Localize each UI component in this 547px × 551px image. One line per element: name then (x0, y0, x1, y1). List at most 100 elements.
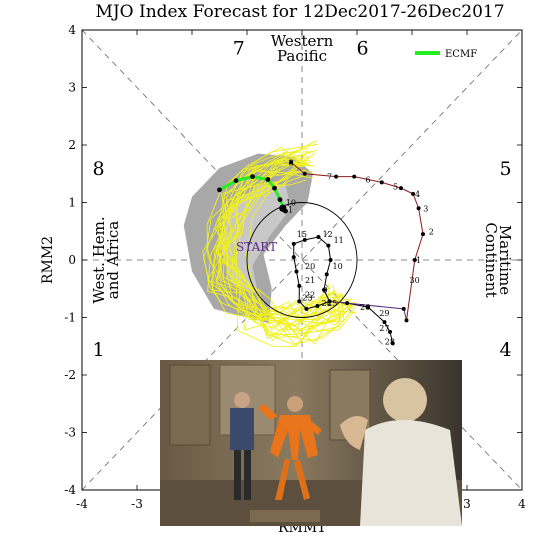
region-label-right-2: Continent (482, 222, 500, 297)
ecmf-forecast-series (217, 174, 288, 214)
track-point (412, 258, 417, 262)
ensemble-member-line (222, 163, 329, 317)
track-point (388, 329, 392, 334)
track-day-label: 9 (323, 286, 328, 295)
track-point (291, 241, 296, 246)
track-point (382, 320, 387, 325)
track-day-label: 20 (305, 262, 315, 271)
region-label-top-1: Western (271, 32, 334, 50)
region-label-top-2: Pacific (277, 47, 327, 65)
legend-label-ecmf: ECMF (445, 49, 477, 60)
ecmf-point (265, 177, 271, 182)
phase-number: 1 (92, 339, 104, 361)
phase-number: 4 (499, 339, 511, 361)
ensemble-member-line (220, 179, 344, 315)
track-day-label: 6 (366, 176, 371, 185)
ecmf-point (217, 187, 222, 193)
track-day-label: 10 (333, 262, 343, 271)
chart-title: MJO Index Forecast for 12Dec2017-26Dec20… (95, 2, 504, 22)
track-point (291, 255, 296, 260)
amplitude-one-circle (246, 202, 358, 318)
track-day-label: 24 (322, 299, 332, 308)
track-day-label: 22 (305, 291, 315, 300)
track-day-label: 5 (393, 182, 398, 191)
track-point (322, 287, 326, 292)
y-tick-label: -4 (64, 483, 76, 497)
track-point (289, 160, 293, 165)
region-label-right-1: Maritime (496, 225, 514, 295)
y-tick-label: 2 (68, 138, 76, 152)
track-day-label: 30 (410, 276, 420, 285)
y-tick-label: 3 (68, 81, 76, 95)
track-day-label: 21 (305, 276, 315, 285)
track-point (316, 235, 321, 239)
track-point (416, 206, 421, 211)
y-tick-label: -1 (64, 311, 76, 325)
track-point (345, 301, 350, 306)
ecmf-point (250, 174, 255, 180)
phase-number: 5 (499, 158, 511, 180)
track-point (328, 258, 333, 262)
track-day-label: 11 (283, 205, 293, 214)
track-day-label: 8 (289, 158, 294, 167)
track-point (304, 306, 309, 311)
track-day-label: 12 (323, 230, 333, 239)
ecmf-point (277, 197, 283, 203)
phase-number: 8 (92, 158, 104, 180)
track-point (327, 299, 332, 304)
y-axis-label: RMM2 (40, 236, 56, 284)
track-point (411, 191, 416, 196)
track-day-label: 11 (334, 236, 344, 245)
track-day-label: 23 (302, 293, 312, 302)
track-day-label: 7 (327, 173, 332, 182)
track-point (379, 180, 384, 185)
ensemble-member-line (202, 153, 344, 324)
phase-number: 7 (233, 37, 245, 59)
y-tick-label: -2 (64, 368, 76, 382)
track-point (399, 186, 403, 191)
ensemble-member-line (206, 146, 355, 336)
y-tick-label: -3 (64, 426, 76, 440)
track-day-label: 26 (360, 303, 370, 312)
phase-number: 6 (356, 37, 368, 59)
track-day-label: 3 (423, 204, 428, 213)
track-point (390, 341, 395, 346)
track-point (315, 304, 320, 308)
track-day-label: 25 (327, 299, 337, 308)
ensemble-member-line (219, 160, 348, 318)
ecmf-point (272, 185, 277, 191)
movie-still-photo (160, 360, 462, 526)
track-point (297, 299, 302, 304)
region-label-left-1: West. Hem. (90, 216, 108, 303)
track-point (421, 232, 425, 237)
x-tick-label: -4 (76, 497, 88, 511)
track-point (324, 272, 329, 277)
ensemble-member-line (206, 158, 357, 345)
track-day-label: 4 (415, 190, 420, 199)
x-tick-label: 3 (463, 497, 471, 511)
track-day-label: 1 (416, 256, 421, 265)
ensemble-member-line (219, 156, 356, 340)
ecmf-point (233, 178, 239, 184)
track-point (297, 283, 302, 288)
track-point (302, 171, 307, 176)
region-label-left-2: and Africa (104, 221, 122, 299)
track-segment (293, 239, 394, 344)
ensemble-member-line (218, 151, 352, 331)
ensemble-member-line (224, 161, 336, 311)
start-label: START (236, 240, 277, 254)
track-day-label: 2 (429, 227, 434, 236)
ensemble-member-line (207, 143, 357, 348)
y-tick-label: 0 (68, 253, 76, 267)
y-tick-label: 1 (68, 196, 76, 210)
movie-still-icon (160, 360, 462, 526)
x-tick-label: 4 (518, 497, 526, 511)
ensemble-member-line (216, 159, 351, 334)
track-point (326, 243, 331, 248)
track-day-label: 28 (385, 338, 395, 347)
track-point (366, 305, 370, 310)
grid-line-diagonal-2 (81, 29, 523, 491)
track-point (334, 174, 339, 179)
ensemble-members (202, 140, 357, 348)
